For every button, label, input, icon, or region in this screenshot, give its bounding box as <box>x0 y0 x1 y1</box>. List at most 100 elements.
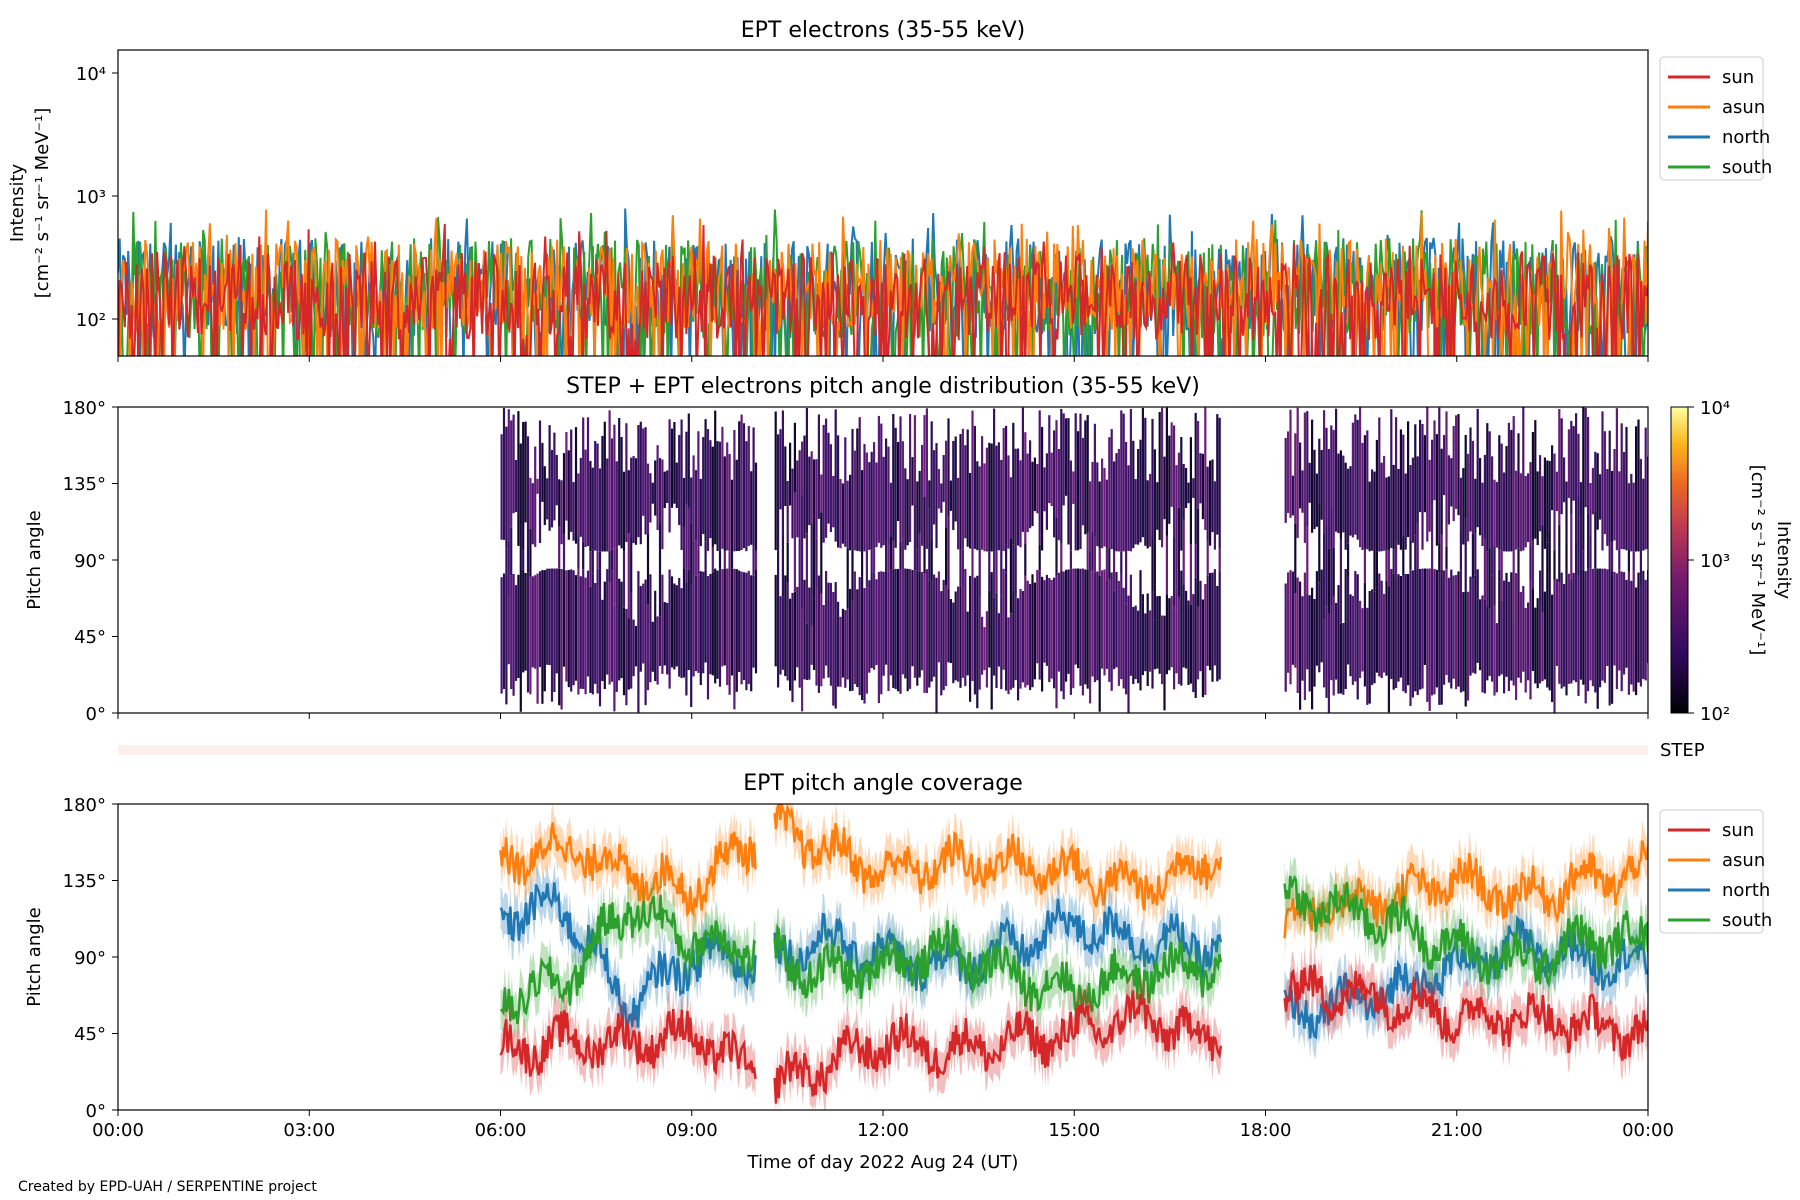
heatmap-cell <box>1294 523 1297 594</box>
heatmap-cell <box>666 470 669 503</box>
heatmap-cell <box>630 538 633 593</box>
heatmap-cell <box>856 428 859 551</box>
heatmap-cell <box>632 619 635 677</box>
heatmap-cell <box>553 432 556 521</box>
heatmap-cell <box>1474 533 1477 576</box>
heatmap-cell <box>1194 412 1197 545</box>
heatmap-cell <box>1339 538 1342 624</box>
heatmap-cell <box>1505 572 1508 677</box>
heatmap-cell <box>582 417 585 543</box>
heatmap-cell <box>1541 476 1544 526</box>
heatmap-cell <box>680 588 683 679</box>
heatmap-cell <box>1627 483 1630 550</box>
heatmap-cell <box>1079 568 1082 686</box>
heatmap-cell <box>1539 455 1542 532</box>
heatmap-cell <box>1000 551 1003 597</box>
heatmap-cell <box>1488 608 1491 676</box>
heatmap-cell <box>1029 583 1032 691</box>
heatmap-cell <box>777 550 780 570</box>
heatmap-cell <box>1387 586 1390 713</box>
heatmap-cell <box>1144 417 1147 546</box>
heatmap-cell <box>1392 574 1395 690</box>
heatmap-cell <box>1026 580 1029 686</box>
heatmap-cell <box>752 575 755 668</box>
heatmap-cell <box>603 581 606 689</box>
heatmap-cell <box>1522 586 1525 672</box>
heatmap-cell <box>510 527 513 576</box>
heatmap-cell <box>752 546 755 576</box>
heatmap-cell <box>543 466 546 526</box>
heatmap-cell <box>1175 609 1178 674</box>
heatmap-cell <box>993 551 996 598</box>
heatmap-cell <box>1474 478 1477 534</box>
heatmap-cell <box>1479 599 1482 671</box>
heatmap-cell <box>1575 541 1578 569</box>
heatmap-cell <box>548 425 551 531</box>
colorbar-tick-label: 10⁴ <box>1700 398 1730 419</box>
heatmap-cell <box>610 550 614 570</box>
heatmap-cell <box>1440 448 1443 535</box>
heatmap-cell <box>861 470 864 552</box>
heatmap-cell <box>598 551 602 588</box>
heatmap-cell <box>706 429 710 551</box>
heatmap-cell <box>1469 427 1472 532</box>
heatmap-cell <box>1402 575 1405 692</box>
heatmap-cell <box>1132 606 1135 685</box>
heatmap-cell <box>983 463 986 552</box>
heatmap-cell <box>750 575 753 692</box>
heatmap-cell <box>613 548 616 605</box>
heatmap-cell <box>1301 596 1304 681</box>
heatmap-cell <box>1603 568 1606 683</box>
heatmap-cell <box>1009 477 1012 539</box>
heatmap-cell <box>622 607 626 696</box>
heatmap-cell <box>981 436 984 550</box>
heatmap-cell <box>1486 423 1489 552</box>
heatmap-cell <box>1168 435 1171 524</box>
heatmap-cell <box>608 582 611 685</box>
heatmap-cell <box>933 450 936 525</box>
heatmap-cell <box>747 425 750 546</box>
heatmap-cell <box>1548 529 1551 574</box>
heatmap-cell <box>781 535 784 598</box>
heatmap-cell <box>1173 606 1176 690</box>
heatmap-cell <box>1134 479 1137 545</box>
heatmap-cell <box>1177 507 1180 597</box>
heatmap-cell <box>682 477 686 527</box>
heatmap-cell <box>1498 549 1501 570</box>
heatmap-cell <box>865 551 868 588</box>
heatmap-cell <box>1515 470 1518 550</box>
heatmap-cell <box>1306 411 1309 527</box>
legend-label-sun: sun <box>1722 820 1754 841</box>
heatmap-cell <box>1344 569 1347 689</box>
heatmap-cell <box>887 545 890 572</box>
colorbar-ticks: 10² 10³ 10⁴ <box>1688 398 1730 725</box>
heatmap-cell <box>1045 453 1048 530</box>
heatmap-cell <box>716 441 719 551</box>
heatmap-cell <box>733 568 736 710</box>
panel1-ytick-label: 10³ <box>76 187 106 208</box>
heatmap-cell <box>596 568 599 694</box>
heatmap-cell <box>774 411 777 551</box>
heatmap-cell <box>1086 532 1089 570</box>
heatmap-cell <box>1488 431 1491 549</box>
heatmap-cell <box>531 483 534 545</box>
heatmap-cell <box>1182 464 1185 520</box>
heatmap-cell <box>1510 572 1513 681</box>
heatmap-cell <box>1141 407 1144 538</box>
heatmap-cell <box>541 570 544 704</box>
heatmap-cell <box>690 584 693 707</box>
heatmap-cell <box>1031 461 1034 526</box>
heatmap-cell <box>1618 471 1621 550</box>
heatmap-cell <box>1209 572 1212 671</box>
heatmap-cell <box>709 574 712 675</box>
heatmap-cell <box>1517 548 1520 573</box>
heatmap-cell <box>1421 568 1424 689</box>
heatmap-cell <box>558 526 561 569</box>
heatmap-cell <box>937 571 940 663</box>
heatmap-cell <box>706 576 710 700</box>
heatmap-cell <box>969 575 972 702</box>
heatmap-cell <box>1177 596 1180 685</box>
heatmap-cell <box>1639 551 1642 587</box>
heatmap-cell <box>1589 568 1592 681</box>
heatmap-cell <box>1536 471 1539 546</box>
